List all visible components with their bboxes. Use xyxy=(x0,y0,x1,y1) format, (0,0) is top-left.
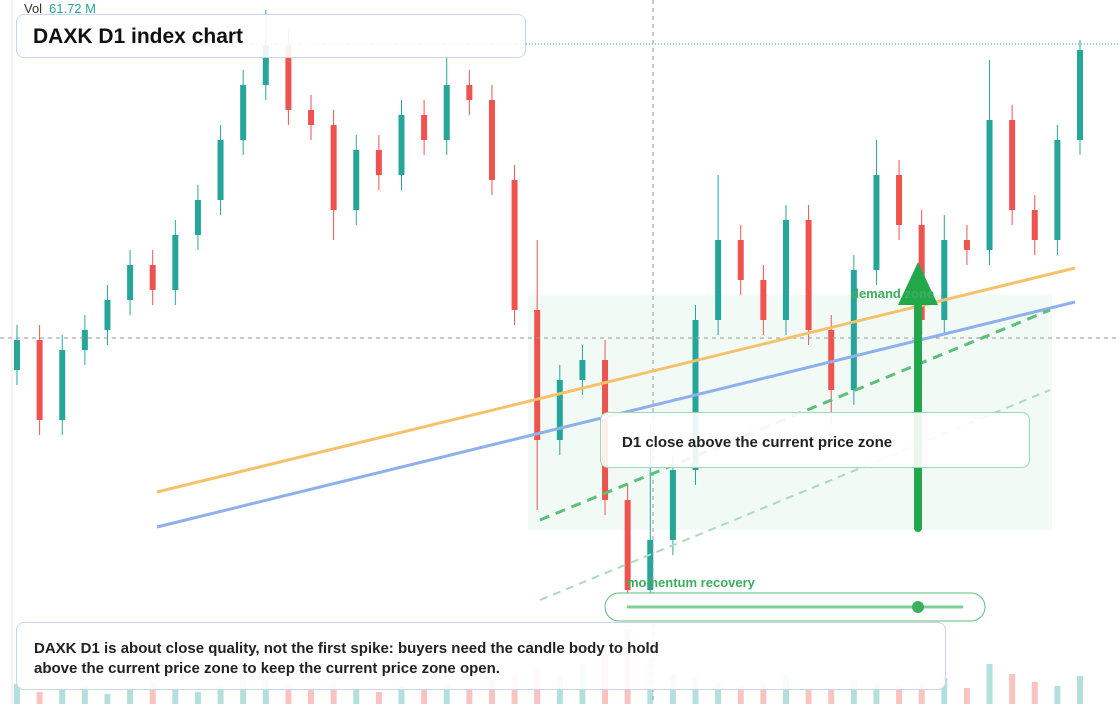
candle-body xyxy=(782,220,789,320)
callout-text: D1 close above the current price zone xyxy=(622,434,893,451)
volume-bar xyxy=(240,679,247,704)
candle-body xyxy=(36,340,43,420)
volume-bar xyxy=(918,682,925,704)
volume-bar xyxy=(873,684,880,704)
volume-bar xyxy=(59,689,66,704)
volume-bar xyxy=(330,682,337,704)
candle-body xyxy=(534,310,541,440)
candle-body xyxy=(353,150,360,210)
zone-label: demand zone xyxy=(851,286,934,301)
volume-bar xyxy=(692,678,699,704)
volume-bar xyxy=(149,682,156,704)
volume-bar xyxy=(828,690,835,704)
volume-bar xyxy=(466,688,473,704)
volume-bar xyxy=(1009,674,1016,704)
candle-body xyxy=(443,85,450,140)
volume-bar xyxy=(986,664,993,704)
volume-bar xyxy=(127,690,134,704)
volume-bar xyxy=(421,689,428,704)
volume-bar xyxy=(353,690,360,704)
candle-body xyxy=(14,340,20,370)
candle-body xyxy=(1009,120,1016,210)
volume-bar xyxy=(760,684,767,704)
candle-body xyxy=(217,140,224,200)
candle-body xyxy=(850,270,857,390)
candle-body xyxy=(669,470,676,540)
candle-body xyxy=(194,200,201,235)
candle-body xyxy=(172,235,179,290)
candle-body xyxy=(81,330,88,350)
candle-body xyxy=(308,110,315,125)
candle-body xyxy=(375,150,382,175)
momentum-label: momentum recovery xyxy=(627,575,756,590)
candle-body xyxy=(963,240,970,250)
volume-bar xyxy=(556,676,563,704)
volume-bar xyxy=(217,686,224,704)
candle-body xyxy=(1031,210,1038,240)
candle-body xyxy=(127,265,134,300)
volume-bar xyxy=(375,692,382,704)
candle-body xyxy=(466,85,473,100)
volume-bar xyxy=(285,684,292,704)
candle-body xyxy=(511,180,518,310)
callout-box: D1 close above the current price zone xyxy=(600,412,1030,468)
candle-body xyxy=(805,220,812,330)
candle-body xyxy=(896,175,903,225)
volume-bar xyxy=(398,686,405,704)
volume-bar xyxy=(1031,682,1038,704)
volume-bar xyxy=(104,694,111,704)
candle-body xyxy=(240,85,247,140)
volume-bar xyxy=(194,692,201,704)
volume-bar xyxy=(14,684,20,704)
candle-body xyxy=(285,45,292,110)
title-box: DAXK D1 index chart xyxy=(16,14,526,58)
candle-body xyxy=(262,45,269,85)
candle-body xyxy=(760,280,767,320)
volume-value: 61.72 M xyxy=(49,1,96,16)
candle-body xyxy=(104,300,111,330)
candle-body xyxy=(149,265,156,290)
candle-body xyxy=(421,115,428,140)
candle-body xyxy=(828,330,835,390)
chart-title: DAXK D1 index chart xyxy=(33,25,244,48)
candle-body xyxy=(715,240,722,320)
candle-body xyxy=(624,500,631,590)
volume-bar xyxy=(81,686,88,704)
volume-bar xyxy=(308,688,315,704)
volume-bar xyxy=(36,692,43,704)
candle-body xyxy=(330,125,337,210)
volume-bar xyxy=(896,686,903,704)
volume-label: Vol xyxy=(24,1,42,16)
candle-body xyxy=(556,380,563,440)
volume-bar xyxy=(1077,676,1083,704)
volume-bar xyxy=(172,688,179,704)
volume-bar xyxy=(805,688,812,704)
candle-body xyxy=(737,240,744,280)
projection-line-light xyxy=(539,389,1051,601)
volume-bar xyxy=(941,678,948,704)
volume-bar xyxy=(737,686,744,704)
candle-body xyxy=(986,120,993,250)
volume-bar xyxy=(715,682,722,704)
candle-body xyxy=(488,100,495,180)
volume-bar xyxy=(850,680,857,704)
candle-body xyxy=(873,175,880,270)
volume-bar xyxy=(488,680,495,704)
candle-body xyxy=(59,350,66,420)
candle-body xyxy=(941,240,948,320)
arrow-head xyxy=(898,262,938,305)
candle-body xyxy=(1054,140,1061,240)
volume-bar xyxy=(1054,686,1061,704)
volume-bar xyxy=(443,684,450,704)
candle-body xyxy=(647,540,654,590)
note-box: DAXK D1 is about close quality, not the … xyxy=(16,622,946,690)
candle-body xyxy=(579,360,586,380)
candle-body xyxy=(1077,50,1083,140)
volume-bar xyxy=(963,688,970,704)
note-text: DAXK D1 is about close quality, not the … xyxy=(34,640,659,677)
slider-knob xyxy=(912,601,924,613)
candle-body xyxy=(398,115,405,175)
